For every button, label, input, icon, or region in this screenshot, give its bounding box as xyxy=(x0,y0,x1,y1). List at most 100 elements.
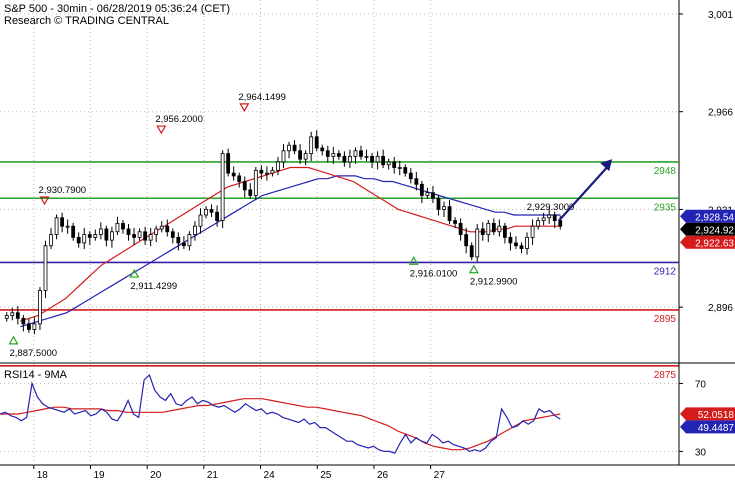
price-badge xyxy=(680,235,735,249)
rsi-badge xyxy=(680,407,735,421)
price-badges: 2,928.54 2,924.92 2,922.63 52.0518 49.4487 xyxy=(680,209,735,434)
candle-body xyxy=(386,161,391,166)
candle-body xyxy=(325,150,330,157)
candle-body xyxy=(497,225,502,233)
candle-body xyxy=(464,234,469,247)
candle-body xyxy=(154,228,159,235)
candle-body xyxy=(193,225,197,235)
candle-body xyxy=(87,234,92,238)
candle-body xyxy=(215,211,219,221)
candle-body xyxy=(536,220,541,227)
candle-body xyxy=(65,225,70,228)
price-badge-label: 2,928.54 xyxy=(695,212,734,223)
candle-body xyxy=(115,222,120,233)
time-tick-label: 25 xyxy=(320,470,332,480)
candle-body xyxy=(502,225,507,238)
candle-body xyxy=(43,245,48,291)
rsi-lines xyxy=(0,373,561,454)
candle-body xyxy=(259,169,264,174)
candle-body xyxy=(209,209,214,213)
level-lines: 2948 2935 2912 2895 2875 xyxy=(0,161,679,381)
candle-body xyxy=(281,150,286,163)
candle-body xyxy=(253,169,258,196)
candle-body xyxy=(320,147,325,152)
grid xyxy=(0,0,679,465)
candle-body xyxy=(38,289,42,325)
candle-body xyxy=(143,231,148,241)
candle-body xyxy=(198,214,203,227)
candle-body xyxy=(76,236,81,244)
candle-body xyxy=(375,155,380,163)
candle-body xyxy=(508,236,513,244)
candle-body xyxy=(314,136,319,149)
trough-marker xyxy=(468,264,479,274)
candle-body xyxy=(486,222,491,235)
price-annotations: 2,930.7900 2,956.2000 2,964.1499 2,887.5000… xyxy=(8,92,574,359)
candle-body xyxy=(15,312,20,319)
time-tick-label: 26 xyxy=(377,470,389,480)
candle-body xyxy=(54,217,59,235)
price-tick-label: 2,896 xyxy=(708,303,733,314)
candle-body xyxy=(469,245,474,258)
candle-body xyxy=(547,214,552,219)
rsi-ma-line xyxy=(0,398,561,451)
candle-body xyxy=(364,155,369,158)
level-label-2875: 2875 xyxy=(654,370,677,381)
candle-body xyxy=(436,197,441,210)
candle-body xyxy=(132,234,136,238)
candle-body xyxy=(181,242,186,247)
candle-body xyxy=(458,222,463,235)
level-label-2912: 2912 xyxy=(654,266,677,277)
candle-body xyxy=(414,178,419,185)
rsi-tick-label: 70 xyxy=(695,379,707,390)
time-tick-label: 21 xyxy=(207,470,219,480)
candle-body xyxy=(342,155,347,163)
candles xyxy=(4,130,563,335)
trough-marker xyxy=(408,256,419,265)
candle-body xyxy=(270,169,275,174)
candle-body xyxy=(32,323,37,330)
price-badge xyxy=(680,222,735,236)
candle-body xyxy=(204,209,208,216)
candle-body xyxy=(370,155,374,163)
level-label-2948: 2948 xyxy=(654,166,677,177)
candle-body xyxy=(541,217,546,221)
candle-body xyxy=(353,150,358,157)
candle-body xyxy=(21,317,26,325)
candle-body xyxy=(110,231,114,241)
candle-body xyxy=(121,222,125,230)
price-badge-label: 2,924.92 xyxy=(695,225,734,236)
trough-label: 2,916.0100 xyxy=(410,268,458,279)
candle-body xyxy=(126,228,131,235)
peak-label: 2,930.7900 xyxy=(39,185,87,196)
candle-body xyxy=(165,225,170,233)
candle-body xyxy=(525,236,529,249)
candle-body xyxy=(425,192,430,196)
trough-marker xyxy=(8,335,19,345)
time-tick-label: 18 xyxy=(37,470,49,480)
candle-body xyxy=(475,228,480,258)
candle-body xyxy=(60,217,64,227)
candle-body xyxy=(10,312,15,316)
candle-body xyxy=(287,144,291,152)
time-tick-label: 20 xyxy=(150,470,162,480)
candle-body xyxy=(4,315,9,319)
candle-body xyxy=(71,225,76,238)
level-label-2895: 2895 xyxy=(654,314,677,325)
candle-body xyxy=(220,153,225,221)
peak-marker xyxy=(39,196,50,206)
candle-body xyxy=(392,161,397,168)
candle-body xyxy=(403,167,408,174)
rsi-badge-label: 52.0518 xyxy=(698,410,735,421)
forecast-arrow xyxy=(558,159,613,222)
forecast-arrow-head xyxy=(600,159,613,172)
candle-body xyxy=(26,323,31,330)
candle-body xyxy=(242,181,247,191)
candle-body xyxy=(187,234,192,247)
candle-body xyxy=(226,153,231,174)
price-tick-label: 3,001 xyxy=(708,10,733,21)
ma-fast-line xyxy=(20,166,561,322)
candle-body xyxy=(298,150,303,160)
candle-body xyxy=(431,192,435,199)
